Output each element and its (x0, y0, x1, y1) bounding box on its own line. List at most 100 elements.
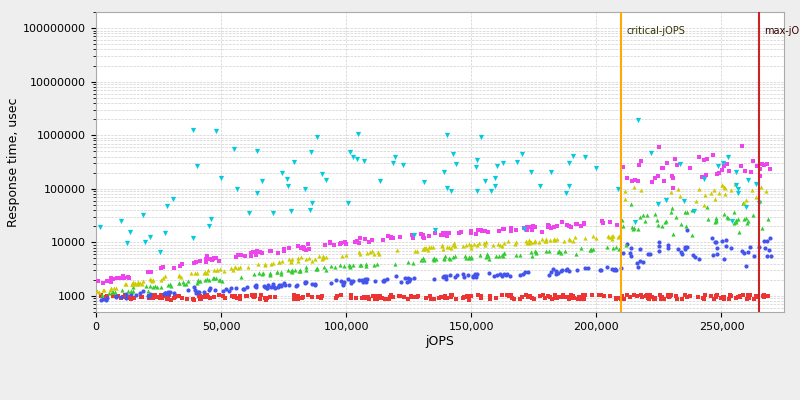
Point (193, 258, 206, 264)
Point (274, 282, 287, 288)
Point (234, 252, 246, 258)
Point (161, 282, 174, 288)
Point (435, 232, 448, 238)
Point (628, 177, 641, 184)
Point (660, 218, 673, 224)
Point (445, 244, 458, 251)
Point (126, 284, 139, 290)
Point (290, 282, 303, 289)
Point (657, 165, 670, 171)
Point (315, 293, 328, 299)
Point (363, 249, 376, 255)
Point (94, 293, 107, 299)
Point (267, 284, 280, 290)
Point (606, 236, 618, 242)
Point (408, 275, 421, 281)
Point (545, 168, 558, 175)
Point (217, 288, 230, 294)
Point (194, 296, 206, 302)
Point (710, 217, 722, 224)
Point (710, 218, 722, 224)
Point (458, 253, 471, 260)
Point (142, 292, 154, 299)
Point (730, 182, 743, 188)
Point (489, 175, 502, 182)
Point (460, 255, 473, 261)
Point (442, 230, 455, 236)
Point (569, 250, 582, 257)
Point (342, 262, 355, 268)
Point (496, 292, 509, 298)
Point (639, 218, 652, 224)
Point (465, 293, 478, 299)
Point (710, 245, 723, 251)
Point (144, 283, 157, 289)
Point (189, 287, 202, 294)
Point (509, 227, 522, 233)
Point (745, 169, 758, 175)
Point (282, 267, 294, 273)
Point (111, 292, 124, 299)
Point (154, 295, 166, 302)
Point (263, 248, 276, 254)
Point (278, 282, 291, 288)
Point (649, 211, 662, 217)
Point (757, 293, 770, 299)
Point (718, 185, 731, 192)
Point (182, 287, 194, 294)
Point (742, 218, 754, 224)
Point (291, 282, 304, 288)
Point (692, 186, 705, 192)
Point (659, 219, 672, 225)
Point (440, 275, 453, 282)
Point (258, 295, 271, 301)
Point (642, 251, 654, 257)
Point (539, 238, 552, 244)
Point (129, 280, 142, 287)
Point (135, 280, 148, 287)
Point (484, 296, 497, 302)
Point (265, 284, 278, 290)
Point (715, 182, 728, 189)
Point (518, 226, 530, 233)
Point (158, 289, 171, 296)
Point (470, 230, 482, 237)
Point (443, 255, 456, 262)
Point (579, 292, 592, 298)
Point (229, 264, 242, 271)
Point (209, 286, 222, 293)
Point (330, 294, 342, 301)
Point (479, 228, 492, 234)
Point (444, 188, 457, 194)
Point (154, 277, 167, 284)
Point (718, 163, 731, 169)
Point (254, 296, 266, 302)
Point (539, 295, 552, 301)
Point (526, 227, 539, 233)
Point (740, 197, 753, 203)
Point (624, 250, 637, 256)
Point (230, 254, 242, 260)
Point (253, 270, 266, 276)
Point (201, 270, 214, 276)
Point (666, 185, 679, 192)
Point (278, 246, 291, 252)
Point (299, 280, 312, 286)
Point (626, 178, 638, 184)
Point (318, 264, 330, 270)
Point (526, 223, 539, 230)
Point (302, 240, 314, 247)
Point (346, 154, 359, 160)
Point (490, 162, 503, 169)
Point (631, 264, 644, 270)
Point (478, 240, 490, 246)
Point (406, 260, 419, 266)
Point (191, 288, 204, 295)
Point (230, 285, 242, 292)
Point (438, 169, 450, 176)
Point (126, 288, 139, 294)
Point (313, 253, 326, 260)
Point (416, 234, 429, 240)
Point (308, 281, 321, 288)
Point (717, 294, 730, 301)
